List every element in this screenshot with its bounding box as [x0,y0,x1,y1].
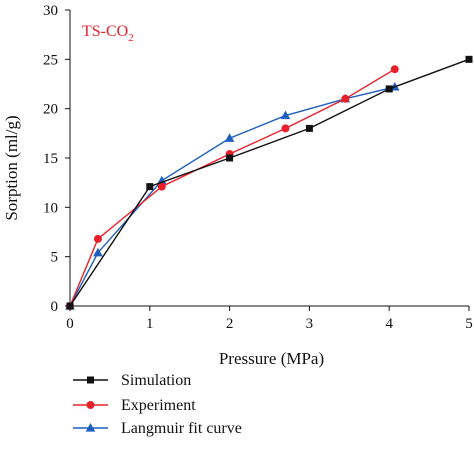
x-tick-label: 4 [385,316,393,332]
data-point [157,182,166,191]
panel-annotation: TS-CO2 [82,23,134,44]
y-tick-label: 10 [43,200,58,216]
data-point [305,124,313,132]
x-tick-label: 5 [465,316,473,332]
data-point [226,154,234,162]
x-axis-title: Pressure (MPa) [219,349,324,368]
data-point [66,302,74,310]
y-tick-label: 5 [51,250,59,266]
data-point [465,55,473,63]
series-square [66,55,473,310]
x-tick-label: 2 [226,316,234,332]
legend-label: Experiment [121,397,196,414]
y-tick-label: 15 [43,151,58,167]
series-line [69,58,470,307]
y-axis-title: Sorption (ml/g) [2,115,21,220]
data-point [146,183,154,191]
data-point [93,247,103,257]
series-layer [65,55,473,310]
data-point [385,85,393,93]
legend-marker [87,376,94,384]
series-triangle [65,81,400,310]
y-tick-label: 0 [51,299,59,315]
data-point [93,234,102,243]
data-point [390,65,399,74]
legend-label: Langmuir fit curve [121,420,242,437]
axes: 0 1 2 3 4 5 0 5 10 15 20 25 30 Pressure (MPa) Sorption… [2,3,473,368]
data-point [224,133,235,142]
x-tick-label: 1 [146,316,154,332]
series-line [69,68,396,307]
legend-marker [86,401,95,409]
data-point [341,94,350,103]
legend: Simulation Experiment Langmuir fit curve [73,372,242,437]
y-tick-label: 25 [43,52,58,68]
x-tick-label: 3 [306,316,314,332]
legend-marker [85,423,96,432]
y-tick-label: 20 [43,102,58,118]
data-point [281,124,290,133]
data-point [280,110,291,120]
series-line [69,86,395,307]
x-tick-label: 0 [66,316,74,332]
legend-label: Simulation [121,372,191,389]
y-tick-label: 30 [43,3,58,19]
